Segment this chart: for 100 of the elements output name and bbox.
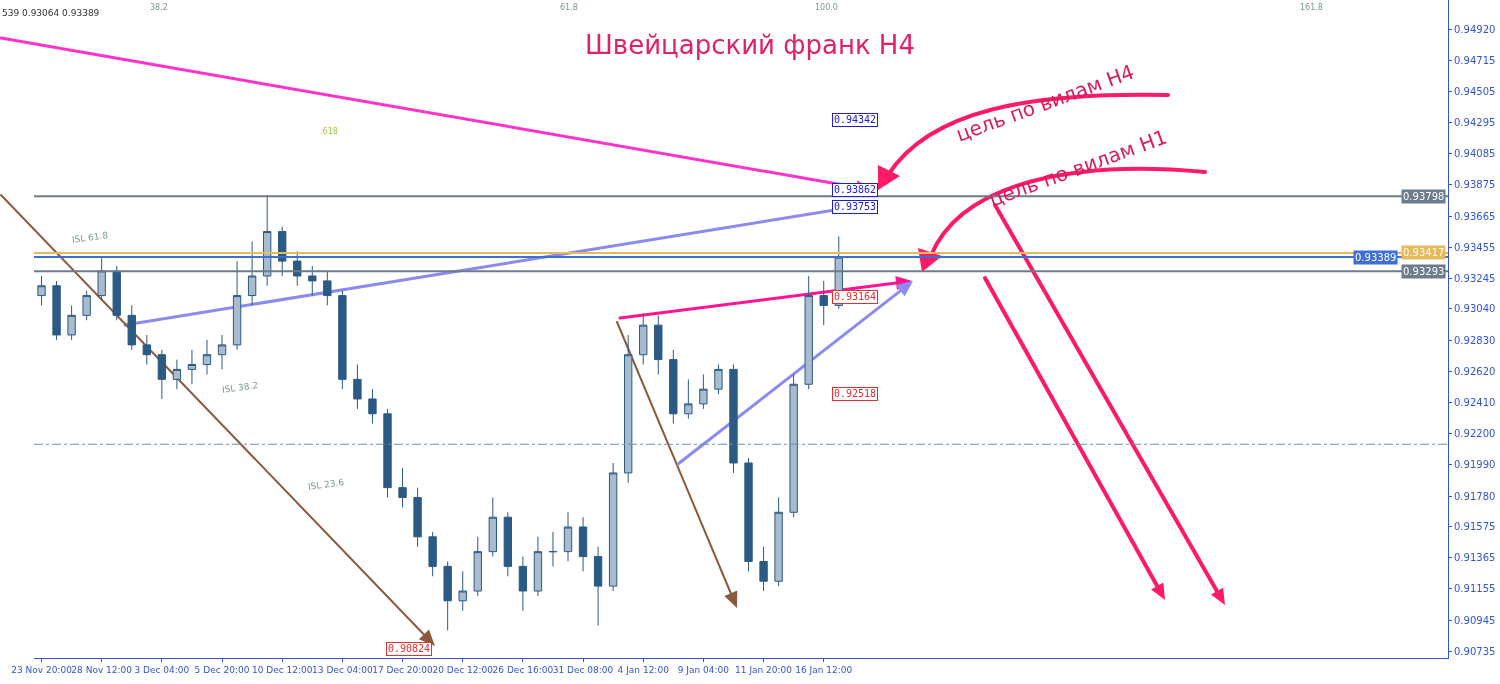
y-tick-label: 0.93245 bbox=[1454, 273, 1496, 284]
candlestick bbox=[308, 265, 317, 297]
x-tick-label: 13 Dec 04:00 bbox=[312, 664, 373, 675]
candlestick bbox=[624, 334, 633, 484]
annotation: 100.0 bbox=[815, 3, 838, 12]
y-tick-label: 0.92830 bbox=[1454, 334, 1496, 346]
candlestick bbox=[428, 531, 437, 577]
candlestick bbox=[503, 511, 513, 577]
candlestick bbox=[654, 314, 663, 375]
candlestick bbox=[593, 546, 603, 626]
candlestick bbox=[563, 511, 573, 562]
candlestick bbox=[639, 312, 648, 365]
y-tick-label: 0.90945 bbox=[1454, 614, 1496, 626]
x-tick-label: 9 Jan 04:00 bbox=[677, 664, 730, 675]
x-tick-label: 11 Jan 20:00 bbox=[735, 664, 793, 675]
candlestick bbox=[759, 546, 768, 592]
annotation: ISL 23.6 bbox=[307, 477, 345, 492]
x-tick-label: 23 Nov 20:00 bbox=[11, 664, 73, 675]
candlestick bbox=[443, 560, 452, 631]
y-tick-label: 0.94505 bbox=[1454, 85, 1496, 97]
y-tick-label: 0.94715 bbox=[1454, 54, 1496, 66]
candlestick bbox=[578, 516, 588, 572]
candlestick bbox=[699, 373, 708, 410]
candlestick bbox=[669, 349, 678, 425]
candlestick bbox=[684, 378, 693, 420]
annotation: 0.94342 bbox=[832, 113, 879, 127]
candlestick bbox=[804, 275, 813, 390]
y-tick-label: 0.91365 bbox=[1454, 552, 1496, 564]
annotation: 0.92518 bbox=[832, 387, 879, 401]
candlestick bbox=[548, 531, 558, 567]
annotation: 61.8 bbox=[560, 3, 578, 12]
candlestick bbox=[97, 257, 106, 301]
candlestick bbox=[52, 280, 61, 341]
candlestick bbox=[157, 349, 167, 400]
candlestick bbox=[774, 496, 783, 587]
x-tick-label: 31 Dec 08:00 bbox=[552, 664, 614, 675]
annotation: ISL 38.2 bbox=[221, 380, 259, 395]
x-tick-label: 28 Nov 12:00 bbox=[71, 664, 133, 675]
annotation: ISL 61.8 bbox=[71, 230, 109, 245]
candlestick bbox=[187, 349, 197, 385]
candlestick bbox=[398, 467, 407, 508]
candlestick bbox=[518, 556, 528, 612]
candlestick bbox=[338, 290, 347, 390]
y-tick-label: 0.91575 bbox=[1454, 521, 1496, 533]
candlestick bbox=[488, 496, 497, 558]
candlestick bbox=[172, 359, 182, 390]
candlestick bbox=[714, 364, 723, 395]
annotation: .618 bbox=[320, 127, 338, 136]
y-tick-label: 0.93040 bbox=[1454, 303, 1496, 315]
ref-line-label: 0.93389 bbox=[1355, 252, 1397, 263]
candlestick bbox=[232, 260, 242, 351]
y-tick-label: 0.93455 bbox=[1454, 241, 1496, 253]
annotation: 0.93164 bbox=[832, 290, 879, 304]
candlestick bbox=[744, 457, 753, 572]
y-tick-label: 0.94085 bbox=[1454, 148, 1496, 160]
annotation: 0.93753 bbox=[832, 200, 879, 214]
candlestick bbox=[413, 487, 422, 548]
y-tick-label: 0.90735 bbox=[1454, 645, 1496, 657]
candlestick bbox=[112, 265, 121, 321]
y-tick-label: 0.92410 bbox=[1454, 397, 1496, 409]
candlestick bbox=[819, 280, 828, 326]
candlestick bbox=[353, 364, 362, 410]
annotation: 539 0.93064 0.93389 bbox=[2, 8, 100, 18]
x-tick-label: 10 Dec 12:00 bbox=[251, 664, 313, 675]
x-tick-label: 26 Dec 16:00 bbox=[492, 664, 554, 675]
candlestick bbox=[533, 536, 543, 597]
y-tick-label: 0.91155 bbox=[1454, 583, 1496, 595]
y-tick-label: 0.92200 bbox=[1454, 428, 1496, 440]
candlestick bbox=[142, 334, 151, 365]
x-tick-label: 16 Jan 12:00 bbox=[795, 664, 853, 675]
x-tick-label: 3 Dec 04:00 bbox=[134, 664, 190, 675]
y-tick-label: 0.94295 bbox=[1454, 117, 1496, 129]
annotation: 38.2 bbox=[150, 3, 168, 12]
candlestick bbox=[458, 570, 467, 612]
text: Швейцарский франк H4 bbox=[585, 29, 915, 60]
annotation: 161.8 bbox=[1300, 3, 1323, 12]
y-tick-label: 0.91780 bbox=[1454, 490, 1496, 502]
candlestick bbox=[247, 241, 257, 306]
candlestick bbox=[67, 304, 76, 341]
ref-line-label: 0.93798 bbox=[1403, 191, 1445, 202]
annotation: 0.90824 bbox=[386, 642, 433, 656]
candlestick bbox=[323, 270, 332, 306]
candlestick bbox=[729, 364, 738, 474]
candlestick bbox=[217, 334, 227, 370]
y-tick-label: 0.93665 bbox=[1454, 210, 1496, 222]
candlestick bbox=[608, 462, 618, 592]
annotation: 0.93862 bbox=[832, 183, 879, 197]
candlestick bbox=[368, 388, 377, 425]
x-tick-label: 4 Jan 12:00 bbox=[617, 664, 670, 675]
y-tick-label: 0.94920 bbox=[1454, 24, 1496, 36]
candlestick bbox=[789, 373, 798, 518]
ref-line-label: 0.93293 bbox=[1403, 266, 1445, 277]
candlestick bbox=[82, 290, 91, 321]
y-tick-label: 0.92620 bbox=[1454, 365, 1496, 377]
candlestick bbox=[473, 536, 482, 597]
y-tick-label: 0.93875 bbox=[1454, 179, 1496, 191]
x-tick-label: 5 Dec 20:00 bbox=[194, 664, 250, 675]
candlestick bbox=[37, 275, 46, 306]
y-tick-label: 0.91990 bbox=[1454, 459, 1496, 471]
candlestick bbox=[383, 408, 392, 498]
